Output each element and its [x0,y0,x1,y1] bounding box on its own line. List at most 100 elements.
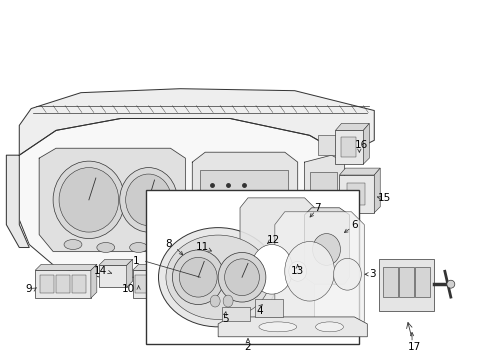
Ellipse shape [218,252,265,302]
Bar [40,275,54,293]
Polygon shape [19,118,344,277]
Ellipse shape [64,239,82,249]
Ellipse shape [224,259,259,296]
Polygon shape [99,260,132,265]
Bar [247,228,262,239]
Bar [317,135,345,155]
Ellipse shape [284,242,334,301]
Bar [150,275,162,293]
Ellipse shape [223,295,233,307]
Ellipse shape [97,243,115,252]
Ellipse shape [258,322,296,332]
Text: 6: 6 [350,220,357,230]
Ellipse shape [165,235,270,319]
Polygon shape [39,148,185,251]
Ellipse shape [129,243,147,252]
Bar [224,228,239,239]
Polygon shape [329,231,335,282]
Text: 8: 8 [165,239,171,249]
Text: 7: 7 [314,203,320,213]
Bar [339,175,373,213]
Polygon shape [304,208,349,284]
Text: 2: 2 [244,342,251,352]
Polygon shape [205,234,236,239]
Bar [292,264,325,277]
Polygon shape [164,264,170,298]
Text: 17: 17 [407,342,420,352]
Polygon shape [240,198,314,334]
Bar [341,137,356,157]
Polygon shape [231,234,236,270]
Polygon shape [274,212,364,334]
Circle shape [446,280,454,288]
Text: 10: 10 [122,284,135,294]
Text: 3: 3 [368,269,375,279]
Bar [205,239,231,270]
Bar [222,307,249,321]
Bar [346,183,365,205]
Text: 5: 5 [222,314,228,324]
Polygon shape [192,152,297,257]
Bar [145,190,359,344]
Polygon shape [233,222,282,228]
Polygon shape [35,264,97,270]
Ellipse shape [120,168,177,232]
Ellipse shape [172,250,224,305]
Bar [309,172,337,220]
Ellipse shape [288,261,306,281]
Polygon shape [126,260,132,287]
Bar [383,267,397,297]
Bar [233,228,276,265]
Bar [254,299,282,317]
Text: 13: 13 [290,266,304,276]
Polygon shape [6,155,29,247]
Polygon shape [218,317,366,337]
Text: 12: 12 [266,234,280,244]
Text: 4: 4 [256,306,263,316]
Bar [132,270,164,298]
Bar [237,249,272,260]
Bar [205,228,219,239]
Text: 11: 11 [195,243,208,252]
Polygon shape [335,123,368,130]
Text: 1: 1 [133,256,140,266]
Bar [287,238,329,282]
Text: 9: 9 [25,284,32,294]
Text: 14: 14 [94,266,107,276]
Polygon shape [19,89,373,155]
Bar [292,244,325,257]
Bar [335,130,363,164]
Ellipse shape [312,234,340,265]
Polygon shape [373,168,380,213]
Ellipse shape [59,168,119,232]
Ellipse shape [210,295,220,307]
Ellipse shape [333,258,361,290]
Bar [56,275,70,293]
Polygon shape [132,264,170,270]
Ellipse shape [158,228,277,327]
Ellipse shape [315,322,343,332]
Bar [267,228,281,239]
Text: 16: 16 [354,140,367,150]
Bar [200,170,287,200]
Bar [237,234,272,244]
Ellipse shape [250,244,292,294]
Bar [414,267,429,297]
Polygon shape [287,231,335,238]
Polygon shape [363,123,368,164]
Bar [200,205,287,223]
Ellipse shape [125,174,171,226]
Bar [72,275,86,293]
Polygon shape [304,155,344,255]
Polygon shape [91,264,97,298]
Ellipse shape [53,161,124,239]
Bar [99,265,126,287]
Polygon shape [339,168,380,175]
Bar [379,260,433,311]
Bar [35,270,91,298]
Bar [134,275,146,293]
Text: 15: 15 [377,193,390,203]
Bar [207,240,228,268]
Ellipse shape [179,257,217,297]
Bar [398,267,413,297]
